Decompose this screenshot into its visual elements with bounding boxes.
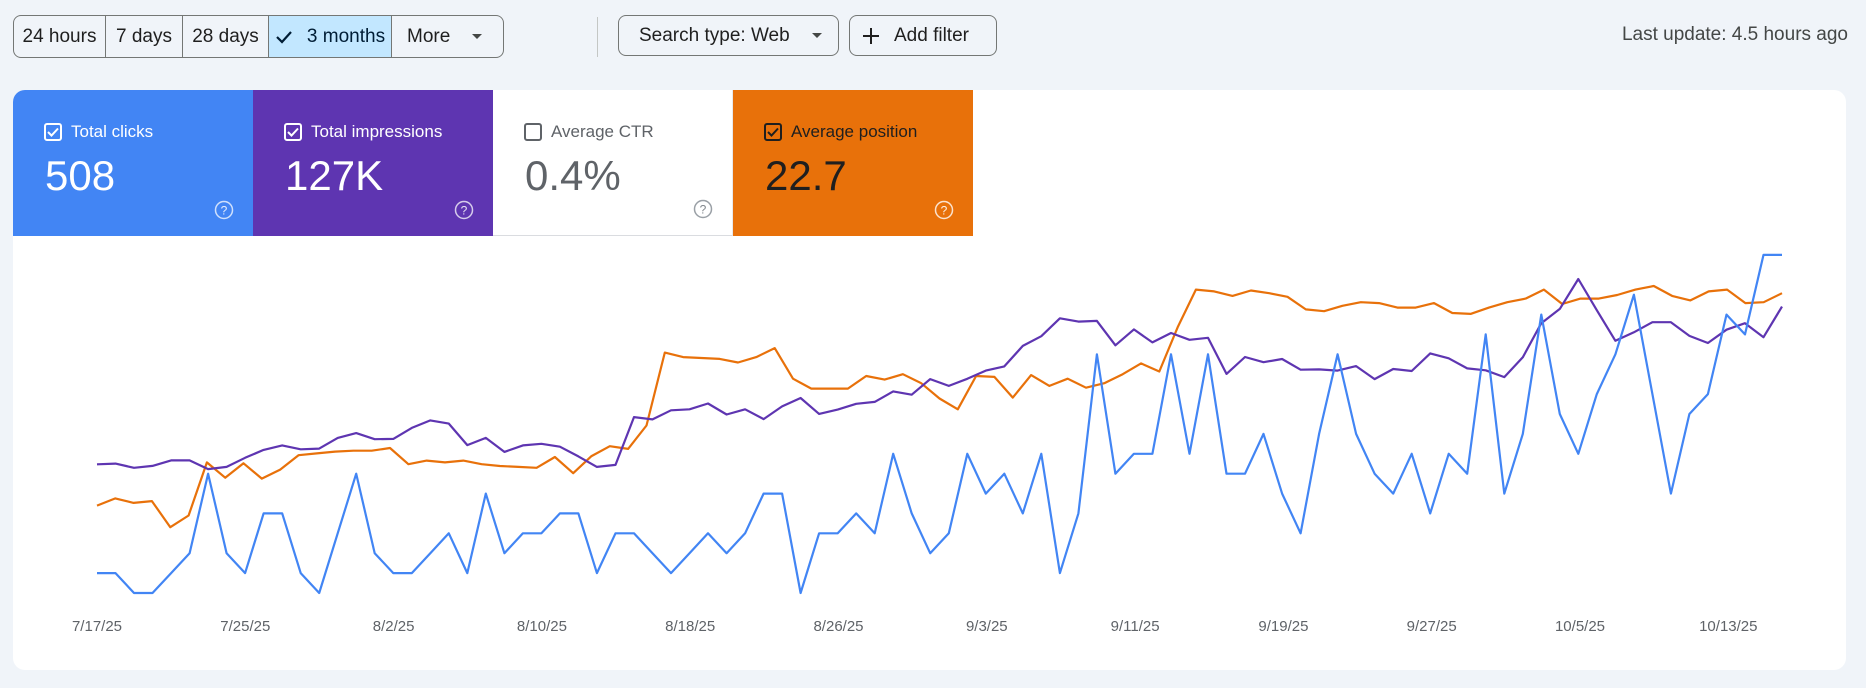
plus-icon bbox=[862, 27, 880, 45]
checkbox-unchecked-icon[interactable] bbox=[524, 123, 542, 141]
help-icon[interactable]: ? bbox=[693, 199, 713, 219]
metric-value: 127K bbox=[285, 152, 384, 199]
x-tick-label: 9/3/25 bbox=[966, 618, 1008, 635]
last-update-text: Last update: 4.5 hours ago bbox=[1621, 24, 1848, 45]
x-tick-label: 9/11/25 bbox=[1111, 618, 1160, 635]
range-label: 3 months bbox=[306, 25, 386, 47]
help-icon[interactable]: ? bbox=[214, 200, 234, 220]
range-28-days-button[interactable]: 28 days bbox=[183, 16, 269, 57]
metric-label: Average CTR bbox=[551, 122, 654, 141]
range-label: 28 days bbox=[192, 25, 259, 47]
metric-label: Total impressions bbox=[311, 122, 443, 141]
checkbox-checked-icon[interactable] bbox=[44, 123, 62, 141]
more-dropdown-button[interactable]: More bbox=[392, 16, 503, 57]
series-line-total-impressions bbox=[96, 277, 1783, 471]
toolbar: 24 hours 7 days 28 days 3 months More Se… bbox=[0, 0, 1866, 75]
metric-label: Total clicks bbox=[71, 122, 154, 141]
chevron-down-icon bbox=[811, 33, 822, 38]
range-24-hours-button[interactable]: 24 hours bbox=[14, 16, 106, 57]
metric-average-position[interactable]: Average position 22.7 ? bbox=[733, 90, 973, 236]
metric-average-ctr[interactable]: Average CTR 0.4% ? bbox=[493, 90, 733, 236]
metric-total-impressions[interactable]: Total impressions 127K ? bbox=[253, 90, 493, 236]
metric-value: 0.4% bbox=[525, 152, 621, 199]
metric-value: 22.7 bbox=[765, 152, 847, 199]
svg-text:?: ? bbox=[941, 204, 948, 218]
svg-text:?: ? bbox=[221, 204, 228, 218]
series-line-total-clicks bbox=[97, 253, 1782, 595]
performance-card: 7/17/25 7/25/25 8/2/25 8/10/25 8/18/25 8/26/2… bbox=[13, 90, 1846, 670]
date-range-selector: 24 hours 7 days 28 days 3 months More bbox=[13, 15, 504, 58]
checkbox-checked-icon[interactable] bbox=[284, 123, 302, 141]
search-type-label: Search type: Web bbox=[639, 24, 790, 46]
x-tick-label: 10/13/25 bbox=[1699, 618, 1757, 635]
x-tick-label: 8/18/25 bbox=[665, 618, 715, 635]
metric-value: 508 bbox=[45, 152, 116, 199]
x-tick-label: 8/2/25 bbox=[373, 618, 415, 635]
check-icon bbox=[275, 30, 293, 44]
svg-text:?: ? bbox=[700, 203, 707, 217]
x-tick-label: 9/27/25 bbox=[1407, 618, 1457, 635]
metric-total-clicks[interactable]: Total clicks 508 ? bbox=[13, 90, 253, 236]
checkbox-checked-icon[interactable] bbox=[764, 123, 782, 141]
x-tick-label: 9/19/25 bbox=[1258, 618, 1308, 635]
x-axis-ticks: 7/17/25 7/25/25 8/2/25 8/10/25 8/18/25 8/26/2… bbox=[72, 618, 1758, 635]
x-tick-label: 7/25/25 bbox=[220, 618, 270, 635]
chart-lines bbox=[96, 253, 1783, 595]
range-label: 24 hours bbox=[22, 25, 97, 47]
toolbar-divider bbox=[597, 17, 598, 57]
x-tick-label: 7/17/25 bbox=[72, 618, 122, 635]
search-type-dropdown[interactable]: Search type: Web bbox=[618, 15, 839, 56]
series-line-average-position bbox=[96, 284, 1783, 529]
svg-text:?: ? bbox=[461, 204, 468, 218]
help-icon[interactable]: ? bbox=[934, 200, 954, 220]
x-tick-label: 10/5/25 bbox=[1555, 618, 1605, 635]
metric-tiles: Total clicks 508 ? Total impressions 127… bbox=[13, 90, 973, 236]
x-tick-label: 8/26/25 bbox=[813, 618, 863, 635]
help-icon[interactable]: ? bbox=[454, 200, 474, 220]
x-tick-label: 8/10/25 bbox=[517, 618, 567, 635]
range-7-days-button[interactable]: 7 days bbox=[106, 16, 183, 57]
metric-label: Average position bbox=[791, 122, 918, 141]
range-3-months-button[interactable]: 3 months bbox=[269, 16, 392, 57]
range-label: 7 days bbox=[116, 25, 172, 47]
add-filter-label: Add filter bbox=[894, 24, 969, 46]
add-filter-button[interactable]: Add filter bbox=[849, 15, 997, 56]
chevron-down-icon bbox=[472, 34, 483, 39]
more-label: More bbox=[407, 25, 451, 47]
